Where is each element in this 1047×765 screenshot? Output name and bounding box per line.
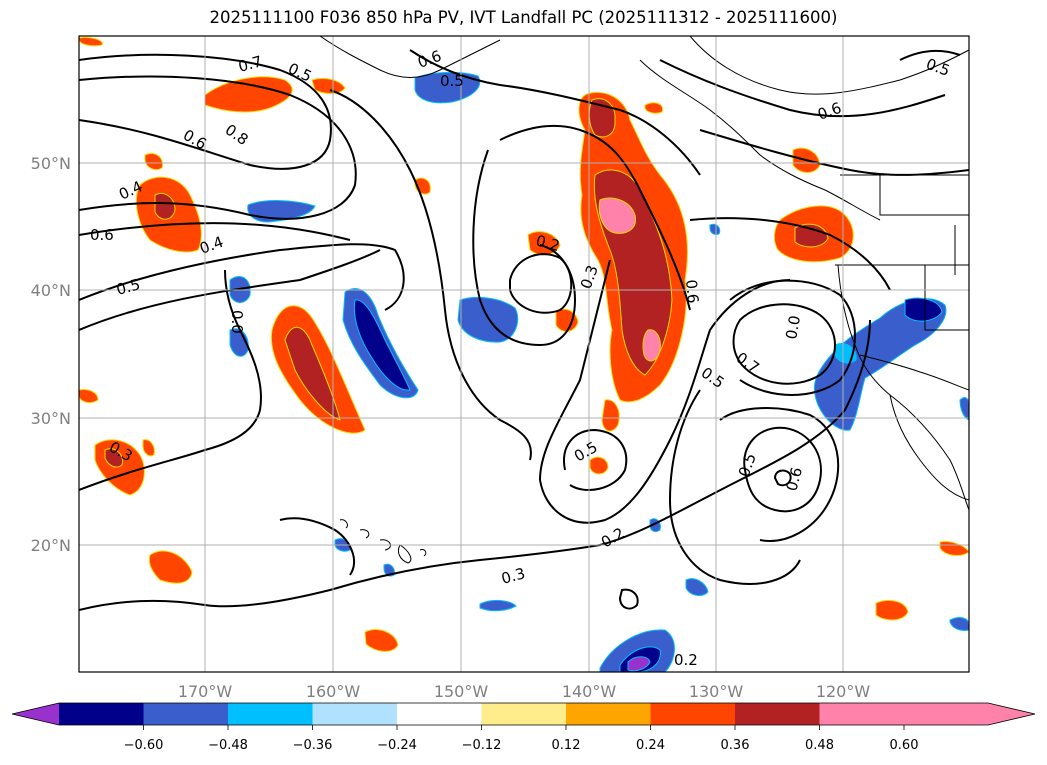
- lat-label: 50°N: [31, 154, 71, 173]
- lat-label: 40°N: [31, 281, 71, 300]
- colorbar-extend-low: [12, 703, 59, 725]
- map-frame: [78, 35, 970, 673]
- colorbar-segment: [735, 703, 820, 725]
- negative-anomaly-shading: [229, 71, 969, 672]
- colorbar-tick-label: 0.60: [890, 738, 919, 753]
- colorbar-segment: [650, 703, 735, 725]
- contour-label: 0.6: [782, 465, 806, 493]
- colorbar-tick-label: 0.36: [721, 738, 750, 753]
- contour-label: 0.5: [440, 72, 464, 90]
- colorbar-segment: [228, 703, 313, 725]
- colorbar-tick-label: 0.48: [805, 738, 834, 753]
- colorbar-segment: [566, 703, 651, 725]
- positive-anomaly-shading: [79, 37, 969, 652]
- contour-label: 0.5: [114, 275, 142, 299]
- coastlines: [319, 36, 969, 564]
- lon-label: 170°W: [178, 682, 233, 701]
- contour-label: 0.3: [499, 564, 527, 588]
- colorbar-tick-label: 0.24: [636, 738, 665, 753]
- colorbar-segment: [143, 703, 228, 725]
- colorbar-extend-high: [904, 703, 1035, 725]
- map-panel: 0.7 0.5 0.6 0.5 0.6 0.8 0.5 0.4 0.6 0.4 …: [79, 36, 969, 672]
- colorbar-tick-label: −0.36: [293, 738, 333, 753]
- colorbar-tick-label: −0.24: [377, 738, 417, 753]
- graticule-grid: [79, 36, 969, 672]
- lon-label: 160°W: [306, 682, 361, 701]
- colorbar-tick-label: 0.12: [552, 738, 581, 753]
- contour-label: 0.6: [90, 226, 114, 244]
- contour-label: 0.2: [674, 651, 698, 669]
- lon-label: 140°W: [562, 682, 617, 701]
- latitude-labels: 50°N 40°N 30°N 20°N: [31, 154, 71, 555]
- colorbar-segment: [312, 703, 397, 725]
- contour-label: 0.6: [682, 279, 702, 304]
- colorbar-tick-label: −0.60: [124, 738, 164, 753]
- colorbar-tick-labels: −0.60 −0.48 −0.36 −0.24 −0.12 0.12 0.24 …: [124, 738, 919, 753]
- colorbar-tick-label: −0.48: [208, 738, 248, 753]
- contour-label: 0.7: [236, 52, 264, 76]
- colorbar: −0.60 −0.48 −0.36 −0.24 −0.12 0.12 0.24 …: [11, 702, 1036, 753]
- longitude-labels: 170°W 160°W 150°W 140°W 130°W 120°W: [178, 682, 871, 701]
- colorbar-segment: [397, 703, 482, 725]
- map-title: 2025111100 F036 850 hPa PV, IVT Landfall…: [209, 8, 838, 27]
- lon-label: 130°W: [689, 682, 744, 701]
- colorbar-tick-label: −0.12: [462, 738, 502, 753]
- colorbar-segment: [59, 703, 144, 725]
- lon-label: 120°W: [816, 682, 871, 701]
- contour-label: 0.0: [782, 314, 804, 341]
- colorbar-segment: [481, 703, 566, 725]
- pv-contour-lines: [79, 49, 969, 611]
- contour-label: 0.0: [228, 310, 246, 334]
- colorbar-segment: [819, 703, 904, 725]
- lat-label: 20°N: [31, 536, 71, 555]
- lat-label: 30°N: [31, 409, 71, 428]
- lon-label: 150°W: [434, 682, 489, 701]
- contour-label: 0.2: [534, 231, 562, 255]
